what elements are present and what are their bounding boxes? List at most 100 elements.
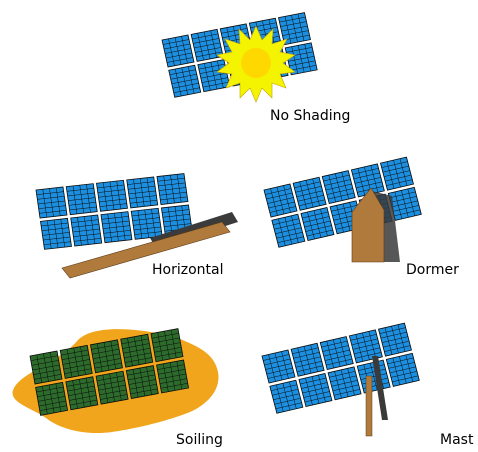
panel-cell-line (73, 233, 101, 237)
panel-cell-line (157, 364, 185, 370)
panel-cell-line (158, 182, 186, 187)
panel-cell-line (324, 179, 351, 186)
panel-cell-line (68, 390, 96, 397)
panel-cell-line (381, 161, 408, 168)
panel-cell-line (98, 384, 126, 391)
panel-cell-line (165, 52, 193, 59)
panel-cell-line (157, 177, 185, 182)
array-horizontal (35, 173, 193, 250)
panel-cell-line (286, 47, 313, 53)
panel-cell-line (250, 22, 277, 28)
panel-cell-line (296, 365, 324, 373)
panel-cell-line (281, 25, 308, 32)
panel-cell-line (159, 378, 187, 384)
dormer-obstruction (351, 187, 385, 263)
panel-cell-line (282, 30, 309, 36)
panel-cell-line (192, 33, 219, 40)
panel-cell-line (392, 375, 419, 383)
panel-cell-line (121, 338, 149, 345)
panel-cell-line (38, 205, 66, 209)
panel-cell-line (268, 201, 295, 209)
label-dormer: Dormer (406, 262, 459, 278)
panel-cell-line (293, 352, 320, 359)
panel-cell-line (279, 16, 306, 23)
panel-cell-line (151, 333, 179, 339)
panel-cell-line (170, 73, 197, 80)
panel-cell-line (39, 210, 67, 214)
panel-cell-line (383, 170, 411, 177)
panel-cell-line (97, 380, 125, 386)
panel-cell-line (331, 380, 358, 387)
panel-cell-line (72, 224, 100, 228)
panel-cell-line (101, 216, 129, 220)
panel-cell-line (129, 383, 157, 390)
panel-cell-line (389, 191, 416, 199)
panel-cell-line (303, 391, 330, 398)
panel-cell-line (294, 181, 321, 189)
panel-cell-line (272, 218, 300, 225)
panel-cell-line (64, 368, 92, 374)
panel-cell-line (304, 220, 331, 228)
panel-cell-line (103, 230, 131, 234)
panel-cell-line (97, 189, 125, 193)
panel-cell-line (66, 381, 94, 387)
panel-cell-line (391, 200, 418, 208)
panel-cell-line (133, 226, 161, 231)
panel-cell-line (267, 372, 294, 379)
label-mast: Mast (440, 432, 474, 448)
panel-cell-line (99, 389, 127, 396)
panel-cell-line (160, 383, 188, 389)
panel-cell-line (41, 222, 69, 227)
panel-cell-line (274, 397, 301, 405)
panel-cell-line (297, 195, 324, 202)
panel-cell-line (264, 358, 291, 366)
panel-cell-line (288, 56, 315, 62)
panel-cell-line (163, 43, 191, 50)
panel-cell-line (273, 393, 300, 400)
panel-cell-line (275, 402, 302, 409)
panel-cell-line (263, 354, 290, 361)
label-soiling: Soiling (176, 432, 223, 448)
panel-cell-line (392, 205, 420, 212)
panel-cell-line (303, 216, 330, 223)
mast-shadow (372, 356, 388, 420)
panel-cell-line (265, 188, 292, 195)
panel-cell-line (351, 338, 378, 346)
panel-cell-line (280, 21, 307, 27)
panel-cell-line (68, 197, 96, 201)
panel-cell-line (275, 227, 302, 234)
panel-cell-line (132, 217, 160, 221)
panel-cell-line (196, 51, 223, 58)
panel-cell-line (353, 347, 381, 355)
panel-cell-line (266, 367, 293, 375)
panel-cell-line (193, 38, 220, 44)
panel-cell-line (302, 211, 329, 219)
panel-cell-line (69, 206, 97, 211)
array-mast (261, 322, 420, 414)
sun-icon (216, 25, 296, 103)
panel-cell-line (292, 347, 319, 355)
panel-cell-line (326, 358, 353, 366)
panel-cell-line (387, 357, 414, 365)
panel-cell-line (71, 219, 99, 223)
panel-cell-line (379, 327, 406, 334)
panel-cell-line (43, 236, 71, 241)
panel-cell-line (355, 181, 383, 189)
panel-cell-line (63, 363, 91, 370)
panel-cell-line (305, 225, 332, 232)
panel-cell-line (269, 206, 296, 213)
label-horizontal: Horizontal (152, 262, 224, 278)
panel-cell-line (390, 371, 418, 378)
panel-cell-line (37, 200, 66, 205)
panel-cell-line (194, 42, 221, 49)
array-soiling (29, 328, 190, 416)
panel-cell-line (352, 343, 379, 350)
panel-cell-line (164, 48, 192, 54)
panel-cell-line (129, 195, 157, 199)
panel-cell-line (331, 205, 358, 212)
panel-cell-line (325, 183, 352, 191)
panel-cell-line (300, 377, 327, 385)
panel-cell-line (130, 200, 158, 204)
panel-cell-line (159, 191, 187, 196)
panel-cell-line (128, 190, 156, 195)
